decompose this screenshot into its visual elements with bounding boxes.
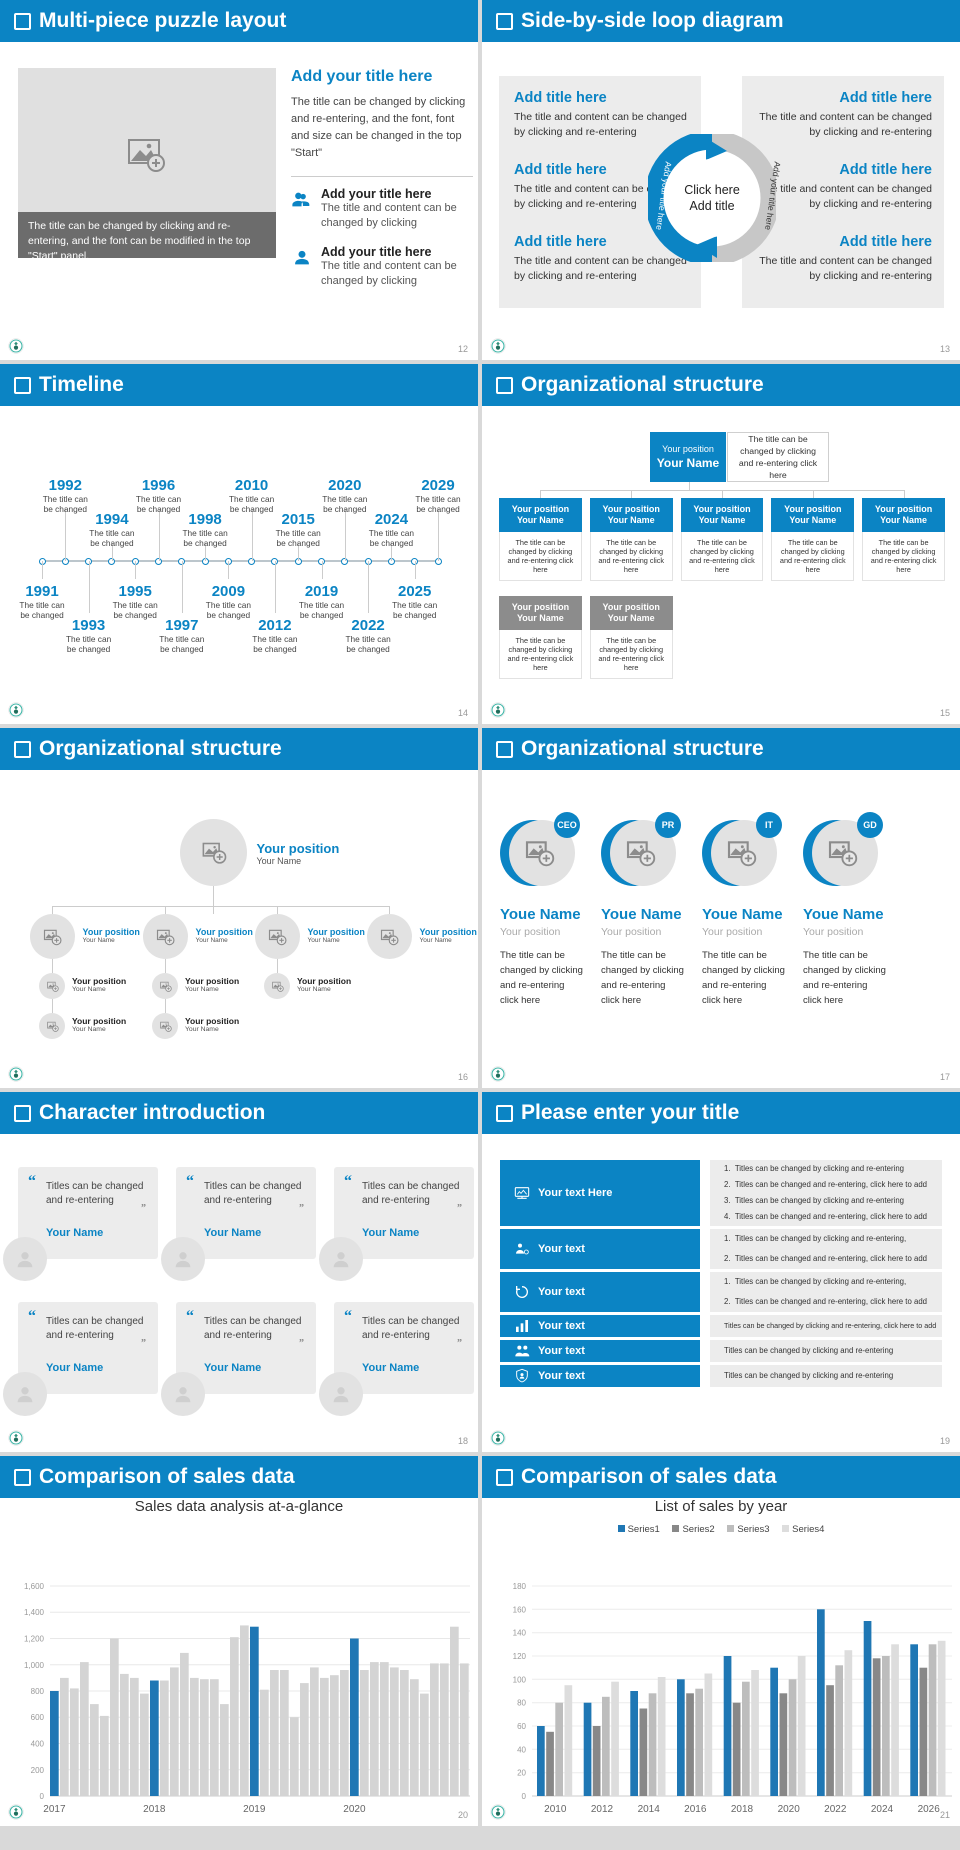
svg-text:2012: 2012 [591,1804,614,1815]
svg-text:60: 60 [517,1722,526,1731]
svg-text:600: 600 [31,1713,45,1722]
svg-text:2014: 2014 [638,1804,661,1815]
svg-text:2010: 2010 [544,1804,567,1815]
svg-text:2018: 2018 [731,1804,754,1815]
svg-text:2026: 2026 [918,1804,941,1815]
svg-text:2020: 2020 [778,1804,801,1815]
svg-text:180: 180 [513,1582,527,1591]
svg-text:2020: 2020 [343,1804,366,1815]
svg-text:800: 800 [31,1687,45,1696]
svg-text:0: 0 [522,1792,527,1801]
svg-text:2024: 2024 [871,1804,894,1815]
svg-text:1,000: 1,000 [24,1661,45,1670]
svg-text:160: 160 [513,1605,527,1614]
svg-text:0: 0 [40,1792,45,1801]
svg-text:2017: 2017 [43,1804,66,1815]
svg-text:80: 80 [517,1699,526,1708]
svg-text:2018: 2018 [143,1804,166,1815]
svg-text:2019: 2019 [243,1804,266,1815]
svg-text:2016: 2016 [684,1804,707,1815]
svg-text:200: 200 [31,1766,45,1775]
svg-text:20: 20 [517,1769,526,1778]
svg-text:400: 400 [31,1740,45,1749]
svg-text:100: 100 [513,1675,527,1684]
svg-text:1,200: 1,200 [24,1635,45,1644]
svg-text:1,600: 1,600 [24,1582,45,1591]
svg-text:1,400: 1,400 [24,1608,45,1617]
svg-text:120: 120 [513,1652,527,1661]
svg-text:2022: 2022 [824,1804,847,1815]
svg-text:140: 140 [513,1629,527,1638]
svg-text:40: 40 [517,1745,526,1754]
